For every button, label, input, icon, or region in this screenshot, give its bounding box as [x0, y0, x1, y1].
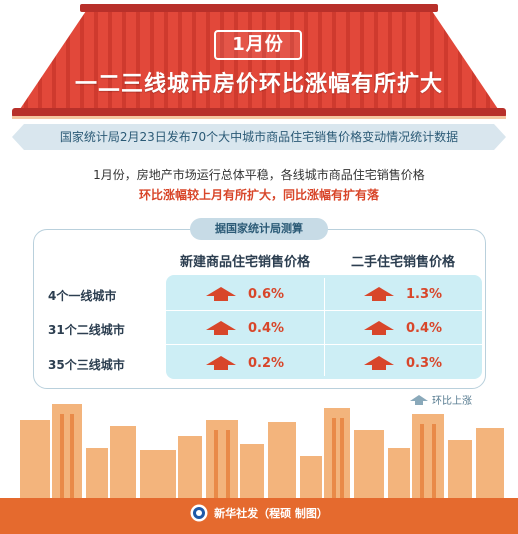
second-hand-value: 0.4%: [406, 320, 443, 336]
summary-line-1: 1月份，房地产市场运行总体平稳，各线城市商品住宅销售价格: [93, 168, 425, 182]
row-label-tier1: 4个一线城市: [48, 289, 117, 303]
column-divider: [324, 278, 325, 376]
up-arrow-icon: [410, 394, 428, 405]
up-arrow-icon: [364, 356, 394, 370]
second-hand-value: 0.3%: [406, 355, 443, 371]
table-cell: 0.4%: [206, 315, 284, 341]
table-cell: 0.3%: [364, 350, 442, 376]
new-home-value: 0.4%: [248, 320, 285, 336]
row-label-tier2: 31个二线城市: [48, 323, 125, 337]
legend: 环比上涨: [410, 392, 472, 407]
new-home-value: 0.2%: [248, 355, 285, 371]
legend-label: 环比上涨: [432, 396, 472, 407]
row-divider: [166, 310, 482, 311]
up-arrow-icon: [364, 321, 394, 335]
table-cell: 0.2%: [206, 350, 284, 376]
column-header-second-hand: 二手住宅销售价格: [350, 255, 455, 270]
source-line: 国家统计局2月23日发布70个大中城市商品住宅销售价格变动情况统计数据: [12, 124, 506, 150]
summary-line-2: 环比涨幅较上月有所扩大，同比涨幅有扩有落: [138, 188, 379, 202]
xinhua-logo: [190, 504, 208, 522]
new-home-value: 0.6%: [248, 286, 285, 302]
up-arrow-icon: [206, 356, 236, 370]
table-cell: 0.6%: [206, 281, 284, 307]
month-badge: 1月份: [214, 30, 302, 60]
data-source-tag: 据国家统计局测算: [190, 218, 328, 240]
page-title: 一二三线城市房价环比涨幅有所扩大: [74, 72, 443, 97]
table-cell: 0.4%: [364, 315, 442, 341]
up-arrow-icon: [206, 287, 236, 301]
up-arrow-icon: [206, 321, 236, 335]
footer-credit: 新华社发（程硕 制图）: [0, 504, 518, 522]
table-cell: 1.3%: [364, 281, 442, 307]
roof-banner: [12, 4, 506, 119]
row-label-tier3: 35个三线城市: [48, 358, 125, 372]
column-header-new-home: 新建商品住宅销售价格: [179, 255, 310, 270]
up-arrow-icon: [364, 287, 394, 301]
row-divider: [166, 344, 482, 345]
credit-text: 新华社发（程硕 制图）: [214, 507, 328, 520]
second-hand-value: 1.3%: [406, 286, 443, 302]
cityscape-illustration: [0, 404, 518, 534]
